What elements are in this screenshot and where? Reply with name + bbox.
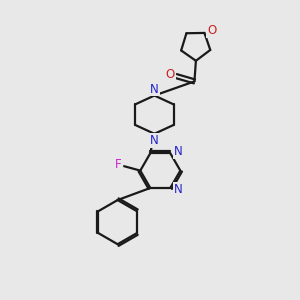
Text: O: O [207,24,216,37]
Text: N: N [174,145,183,158]
Text: N: N [174,183,183,196]
Text: N: N [150,134,159,147]
Text: N: N [150,82,159,95]
Text: F: F [115,158,122,171]
Text: O: O [166,68,175,81]
